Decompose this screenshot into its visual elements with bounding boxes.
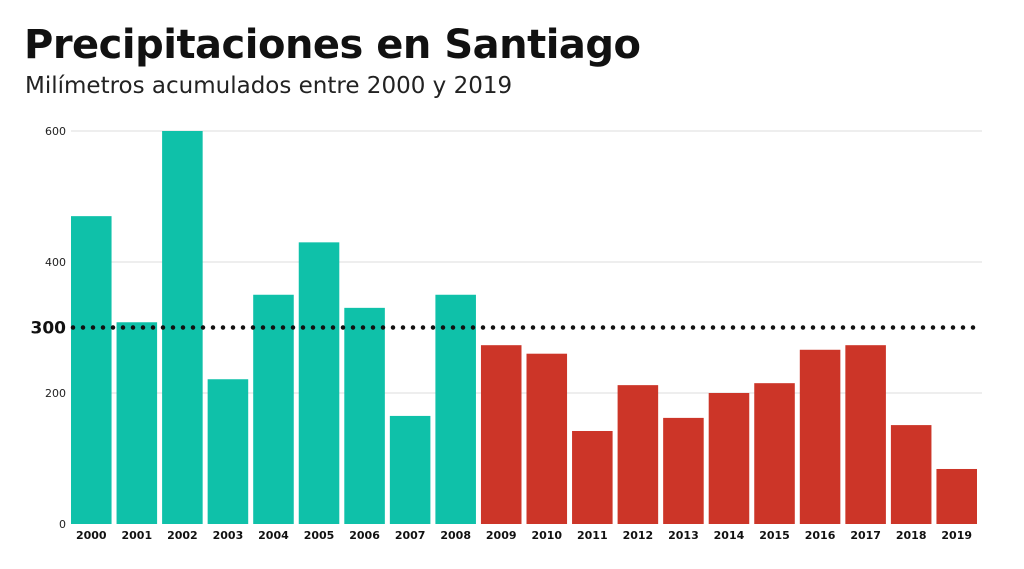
x-tick-label: 2017 xyxy=(850,529,881,542)
bar-2004 xyxy=(253,294,294,524)
bar-2009 xyxy=(480,345,522,524)
reference-line-label: 300 xyxy=(31,319,67,339)
bar-2013 xyxy=(663,417,704,524)
bar-2005 xyxy=(298,242,340,524)
bar-2011 xyxy=(572,430,613,524)
bar-2014 xyxy=(708,393,750,524)
x-tick-label: 2016 xyxy=(805,529,836,542)
y-tick-label: 200 xyxy=(45,387,66,400)
x-tick-label: 2001 xyxy=(122,529,153,542)
x-tick-label: 2000 xyxy=(76,529,107,542)
bar-2000 xyxy=(71,216,112,524)
y-tick-label: 400 xyxy=(45,256,66,269)
x-tick-label: 2007 xyxy=(395,529,426,542)
bar-2010 xyxy=(526,353,568,524)
y-tick-label: 0 xyxy=(59,518,66,531)
x-tick-label: 2012 xyxy=(623,529,654,542)
bar-2019 xyxy=(936,468,977,524)
x-tick-label: 2005 xyxy=(304,529,335,542)
bar-2006 xyxy=(344,307,385,524)
bar-2012 xyxy=(617,385,659,524)
x-tick-label: 2010 xyxy=(531,529,562,542)
bar-2003 xyxy=(207,379,249,524)
x-tick-label: 2013 xyxy=(668,529,699,542)
x-tick-label: 2019 xyxy=(941,529,972,542)
x-tick-label: 2004 xyxy=(258,529,289,542)
bar-2016 xyxy=(799,349,841,524)
bar-2015 xyxy=(754,383,795,524)
x-tick-label: 2002 xyxy=(167,529,198,542)
y-tick-label: 600 xyxy=(45,125,66,138)
bar-2008 xyxy=(435,294,476,524)
x-tick-label: 2014 xyxy=(714,529,745,542)
x-tick-label: 2006 xyxy=(349,529,380,542)
x-tick-label: 2015 xyxy=(759,529,790,542)
x-tick-label: 2011 xyxy=(577,529,608,542)
x-tick-label: 2018 xyxy=(896,529,927,542)
bar-2018 xyxy=(890,425,932,524)
chart-subtitle: Milímetros acumulados entre 2000 y 2019 xyxy=(25,73,513,99)
bar-2001 xyxy=(116,322,158,524)
x-tick-label: 2008 xyxy=(440,529,471,542)
x-tick-label: 2009 xyxy=(486,529,517,542)
bar-2007 xyxy=(389,415,431,524)
x-tick-label: 2003 xyxy=(213,529,244,542)
bar-2017 xyxy=(845,345,886,524)
chart-title: Precipitaciones en Santiago xyxy=(24,22,641,68)
